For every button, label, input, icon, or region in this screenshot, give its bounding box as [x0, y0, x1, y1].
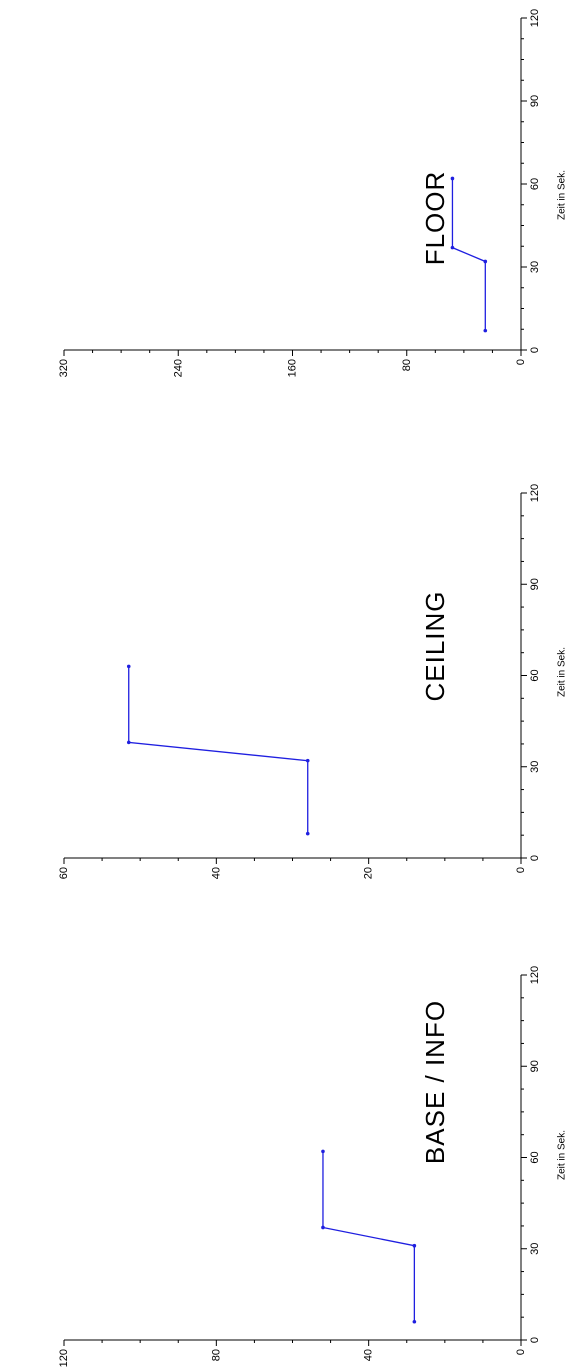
y-tick-label: 320	[58, 359, 70, 377]
data-point	[412, 1243, 417, 1248]
x-tick-label: 0	[529, 347, 541, 353]
y-tick-label: 80	[210, 1349, 222, 1361]
y-tick-label: 60	[58, 867, 70, 879]
y-tick-label: 40	[210, 867, 222, 879]
chart-title: CEILING	[420, 590, 450, 701]
y-tick-label: 0	[515, 1349, 527, 1355]
x-tick-label: 90	[529, 578, 541, 590]
chart-panel: 0 30 60 90 120 0 20 40 60 Zeit in Sek. CEILING	[58, 484, 566, 879]
x-tick-label: 90	[529, 95, 541, 107]
data-point	[321, 1149, 325, 1154]
series-line	[128, 666, 309, 834]
y-tick-label: 240	[172, 359, 184, 377]
data-point	[305, 758, 310, 763]
x-axis-title: Zeit in Sek.	[557, 1130, 566, 1180]
series-line	[322, 1151, 416, 1322]
x-tick-label: 30	[529, 261, 541, 273]
x-tick-label: 30	[529, 761, 541, 773]
data-point	[321, 1225, 325, 1230]
x-axis-title: Zeit in Sek.	[557, 170, 566, 220]
x-tick-label: 120	[529, 966, 541, 984]
chart-panel: 0 30 60 90 120 0 40 80 120 Zeit in Sek. BASE / INF…	[58, 966, 566, 1368]
chart-panel: 0 30 60 90 120 0 80 160 240 320 Zeit in Sek. FLOOR	[58, 9, 566, 378]
x-tick-label: 120	[529, 484, 541, 502]
y-tick-label: 160	[287, 359, 299, 377]
data-point	[483, 259, 488, 264]
data-point	[412, 1319, 417, 1324]
y-tick-label: 20	[363, 867, 375, 879]
x-tick-label: 60	[529, 1151, 541, 1163]
x-tick-label: 0	[529, 855, 541, 861]
data-point	[126, 740, 131, 745]
y-tick-label: 0	[515, 359, 527, 365]
data-point	[450, 245, 455, 250]
chart-title: FLOOR	[420, 171, 450, 266]
x-tick-label: 0	[529, 1337, 541, 1343]
data-point	[483, 328, 488, 333]
x-tick-label: 90	[529, 1060, 541, 1072]
x-tick-label: 120	[529, 9, 541, 27]
y-tick-label: 0	[515, 867, 527, 873]
data-point	[126, 664, 131, 669]
chart-title: BASE / INFO	[420, 1000, 450, 1164]
data-point	[305, 831, 310, 836]
x-axis-title: Zeit in Sek.	[557, 647, 566, 697]
series-line	[451, 178, 486, 331]
x-tick-label: 30	[529, 1243, 541, 1255]
data-point	[450, 176, 455, 181]
y-tick-label: 40	[363, 1349, 375, 1361]
y-tick-label: 120	[58, 1349, 70, 1367]
x-tick-label: 60	[529, 178, 541, 190]
x-tick-label: 60	[529, 669, 541, 681]
y-tick-label: 80	[401, 359, 413, 371]
